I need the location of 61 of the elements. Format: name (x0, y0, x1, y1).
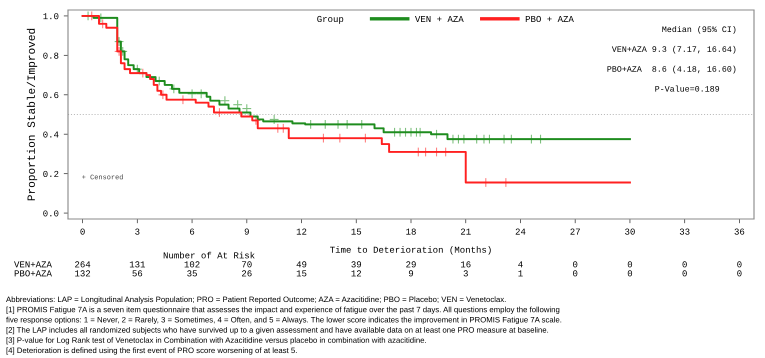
text: 132 (75, 270, 90, 276)
x-tick-label: 3 (135, 228, 140, 235)
text: 15 (296, 270, 306, 276)
text: 70 (242, 261, 252, 268)
x-tick-label: 18 (406, 228, 416, 235)
x-tick-label: 27 (570, 228, 580, 235)
text: 0 (682, 270, 687, 276)
annotation: PBO+AZA 8.6 (4.18, 16.60) (607, 66, 736, 74)
text: 0 (737, 270, 742, 276)
text: 0 (573, 270, 578, 276)
x-tick-label: 21 (460, 228, 471, 235)
x-axis-title: Time to Deterioration (Months) (330, 246, 491, 255)
y-tick-label: 0.6 (43, 92, 58, 98)
y-tick-label: 1.0 (43, 13, 58, 20)
y-axis-title: Proportion Stable/Improved (26, 28, 38, 200)
text: 29 (406, 261, 416, 268)
x-tick-label: 15 (352, 228, 362, 235)
annotation: VEN+AZA 9.3 (7.17, 16.64) (612, 46, 736, 54)
x-tick-label: 6 (190, 228, 194, 235)
x-tick-label: 24 (516, 228, 526, 235)
text: 131 (130, 261, 146, 268)
y-tick-label: 0.2 (43, 170, 58, 178)
text: 3 (464, 270, 468, 276)
text: 26 (242, 270, 252, 276)
text: 4 (518, 261, 523, 268)
text: 0 (628, 261, 632, 268)
text: 102 (184, 261, 200, 268)
text: 0 (737, 261, 742, 268)
point (114, 36, 124, 46)
text: 12 (352, 270, 362, 276)
point (269, 114, 280, 124)
legend-title: Group (317, 16, 344, 24)
y-tick-label: 0.0 (43, 210, 58, 216)
text: 49 (296, 261, 306, 268)
text: 0 (628, 270, 632, 276)
text: 264 (75, 261, 90, 268)
text: VEN+AZA (14, 261, 52, 268)
text: 1 (518, 270, 523, 276)
text: 35 (187, 270, 197, 276)
text: 16 (460, 261, 471, 268)
point (187, 88, 198, 99)
text: Number of At Risk (164, 252, 255, 258)
legend-label: VEN + AZA (414, 16, 464, 22)
x-tick-label: 36 (734, 228, 744, 235)
text: 0 (682, 261, 687, 268)
y-tick-label: 0.8 (43, 52, 58, 59)
x-tick-label: 9 (244, 228, 249, 235)
legend-label: PBO + AZA (526, 16, 574, 22)
annotation: Median (95% CI) (662, 26, 736, 34)
text: 0 (573, 261, 578, 268)
y-tick-label: 0.4 (43, 131, 59, 138)
x-tick-label: 12 (296, 228, 306, 235)
text: 56 (132, 270, 142, 276)
text: PBO+AZA (14, 270, 52, 276)
annotation: P-Value=0.189 (655, 86, 720, 92)
text: 39 (351, 261, 362, 268)
x-tick-label: 0 (80, 228, 85, 235)
x-tick-label: 33 (680, 228, 690, 235)
point (196, 88, 206, 99)
x-tick-label: 30 (625, 228, 635, 235)
text: 9 (408, 270, 414, 276)
